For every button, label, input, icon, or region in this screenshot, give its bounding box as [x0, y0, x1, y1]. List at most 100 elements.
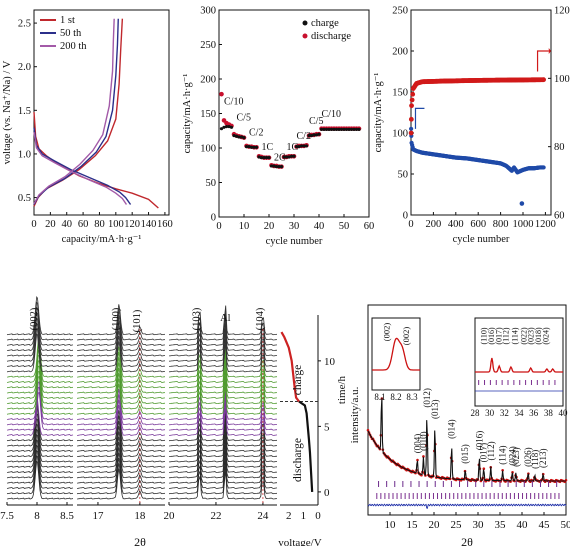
charge-point	[277, 165, 281, 169]
y-tick-label: 50	[398, 170, 409, 181]
inset-2-tick-label: 40	[559, 408, 569, 418]
inset-2-tick-label: 38	[544, 408, 554, 418]
charge-point	[247, 145, 251, 149]
y2-tick-label: 60	[554, 211, 565, 222]
x-tick-label: 100	[108, 219, 124, 230]
inset-2-peak-label: (110)	[480, 327, 489, 344]
xrd-pattern-line	[168, 331, 278, 362]
charge-point	[284, 155, 289, 159]
x-tick-label: 8	[34, 510, 40, 522]
inset-2-peak-label: (024)	[541, 327, 550, 345]
y-tick-label: 300	[200, 6, 216, 17]
y-tick-label: 100	[392, 129, 408, 140]
y2-tick-label: 80	[554, 142, 565, 153]
charge-point	[234, 134, 239, 138]
inset-2-peak-label: (022)	[519, 327, 528, 345]
y-axis-label: capacity/mA·h·g⁻¹	[182, 74, 193, 154]
xrd-pattern-line	[6, 412, 74, 452]
xrd-pattern-line	[76, 463, 166, 495]
x-tick-label: 400	[448, 219, 464, 230]
xrd-pattern-line	[76, 378, 166, 410]
xrd-pattern-line	[168, 305, 278, 336]
charge-point	[299, 144, 304, 148]
inset-2-tick-label: 34	[515, 408, 525, 418]
xrd-pattern-line	[76, 426, 166, 458]
charge-point	[219, 127, 224, 131]
x-tick-label: 40	[61, 219, 72, 230]
y-tick-label: 1.5	[18, 106, 31, 117]
legend-entry: discharge	[311, 31, 351, 42]
x-tick-label: 30	[289, 221, 300, 232]
peak-label: (004)	[412, 434, 422, 454]
charge-point	[279, 165, 284, 169]
x-tick-label: 20	[264, 221, 275, 232]
charge-point	[267, 156, 271, 160]
xrd-pattern-line	[6, 428, 74, 468]
charge-point	[302, 144, 306, 148]
x-tick-label: 30	[473, 519, 485, 531]
rate-label: 2C	[274, 152, 286, 163]
legend-entry: charge	[311, 18, 339, 29]
charge-point	[224, 125, 229, 129]
xrd-pattern-line	[6, 439, 74, 479]
side-x-tick-label: 1	[301, 510, 307, 522]
y-tick-label: 150	[392, 88, 408, 99]
x-tick-label: 20	[45, 219, 56, 230]
inset-2-peak-label: (018)	[534, 327, 543, 345]
charge-point	[242, 136, 246, 140]
xrd-pattern-line	[76, 357, 166, 389]
x-tick-label: 7.5	[0, 510, 14, 522]
panel-a-voltage-profile: 0 20 40 60 80 100 120 140 160 0.5 1.0 1.5 2.0 2.5 capa…	[2, 9, 173, 245]
x-tick-label: 50	[561, 519, 570, 531]
side-y-tick-label: 10	[324, 356, 336, 368]
xrd-pattern-line	[6, 402, 74, 442]
xrd-pattern-line	[168, 369, 278, 399]
series-50th-discharge	[33, 127, 132, 205]
peak-label: (014)	[447, 419, 457, 439]
xrd-pattern-line	[76, 309, 166, 341]
y-tick-label: 50	[206, 178, 217, 189]
x-tick-label: 600	[470, 219, 486, 230]
charge-point	[357, 127, 361, 131]
panel-d-operando-xrd: 7.5 8 8.5(002)17 18(100) (101)20 22 24(103) Al(…	[0, 296, 348, 546]
x-tick-label: 22	[210, 510, 221, 522]
xrd-pattern-line	[76, 351, 166, 383]
charge-point	[354, 127, 359, 131]
x-tick-label: 10	[385, 519, 397, 531]
observed-point	[416, 458, 419, 462]
y-tick-label: 250	[200, 40, 216, 51]
y-tick-label: 150	[200, 109, 216, 120]
charge-point	[269, 164, 274, 168]
xrd-pattern-line	[168, 310, 278, 341]
x-tick-label: 120	[124, 219, 140, 230]
peak-label: (023)	[511, 447, 521, 467]
y-tick-label: 100	[200, 144, 216, 155]
side-y-tick-label: 0	[324, 487, 330, 499]
inset-1-peak-label: (002)	[382, 323, 392, 342]
charge-point	[312, 133, 316, 137]
xrd-pattern-line	[6, 296, 74, 336]
charge-point	[349, 127, 354, 131]
charge-point	[244, 145, 249, 149]
charge-point	[239, 135, 244, 139]
charge-point	[249, 145, 254, 149]
inset-2-tick-label: 28	[471, 408, 481, 418]
charge-point	[232, 133, 236, 138]
panel-c-frame	[410, 9, 552, 216]
charge-point	[319, 127, 324, 131]
xrd-pattern-line	[168, 443, 278, 473]
observed-point	[482, 467, 486, 471]
side-x-axis-label: voltage/V	[278, 537, 321, 546]
charge-point	[294, 145, 299, 149]
xrd-pattern-line	[168, 390, 278, 420]
charge-point	[254, 145, 259, 149]
x-axis-label: capacity/mA·h·g⁻¹	[62, 234, 142, 245]
y-tick-label: 250	[392, 6, 408, 17]
x-tick-label: 15	[407, 519, 419, 531]
charge-point	[264, 156, 269, 160]
y-axis-label: intensity/a.u.	[349, 386, 361, 443]
peak-label: (100)	[111, 307, 122, 330]
charge-point	[327, 127, 331, 131]
y-axis-label: voltage (vs. Na⁺/Na) / V	[2, 60, 13, 164]
xrd-pattern-line	[76, 389, 166, 420]
